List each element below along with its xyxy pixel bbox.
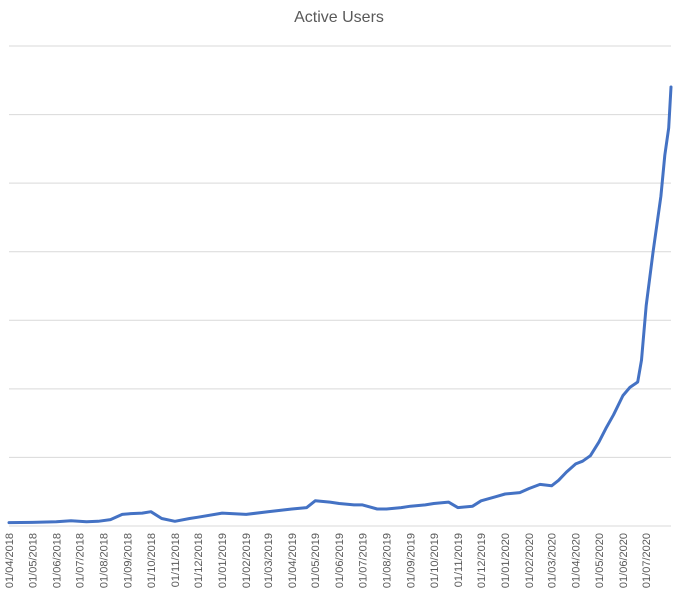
x-tick-label: 01/05/2018 [27, 533, 39, 588]
x-tick-label: 01/04/2018 [4, 533, 16, 588]
x-tick-label: 01/04/2019 [287, 533, 299, 588]
x-tick-label: 01/06/2020 [618, 533, 630, 588]
x-tick-label: 01/06/2019 [334, 533, 346, 588]
x-tick-label: 01/07/2019 [357, 533, 369, 588]
x-tick-label: 01/04/2020 [571, 533, 583, 588]
x-tick-label: 01/07/2020 [641, 533, 653, 588]
x-tick-label: 01/07/2018 [75, 533, 87, 588]
x-tick-label: 01/06/2018 [51, 533, 63, 588]
x-tick-label: 01/01/2019 [217, 533, 229, 588]
x-tick-label: 01/02/2020 [524, 533, 536, 588]
x-tick-label: 01/12/2018 [193, 533, 205, 588]
x-tick-label: 01/05/2019 [310, 533, 322, 588]
x-tick-label: 01/03/2019 [263, 533, 275, 588]
x-tick-label: 01/05/2020 [594, 533, 606, 588]
x-tick-label: 01/08/2019 [382, 533, 394, 588]
x-tick-label: 01/12/2019 [476, 533, 488, 588]
x-tick-label: 01/09/2018 [123, 533, 135, 588]
x-tick-label: 01/11/2019 [453, 533, 465, 587]
x-tick-label: 01/09/2019 [406, 533, 418, 588]
chart-title: Active Users [294, 9, 384, 26]
x-tick-label: 01/01/2020 [500, 533, 512, 588]
series-line [7, 85, 673, 525]
x-tick-label: 01/11/2018 [170, 533, 182, 587]
x-tick-label: 01/03/2020 [547, 533, 559, 588]
x-tick-label: 01/10/2019 [429, 533, 441, 588]
x-tick-label: 01/08/2018 [99, 533, 111, 588]
x-tick-label: 01/02/2019 [241, 533, 253, 588]
x-tick-label: 01/10/2018 [146, 533, 158, 588]
